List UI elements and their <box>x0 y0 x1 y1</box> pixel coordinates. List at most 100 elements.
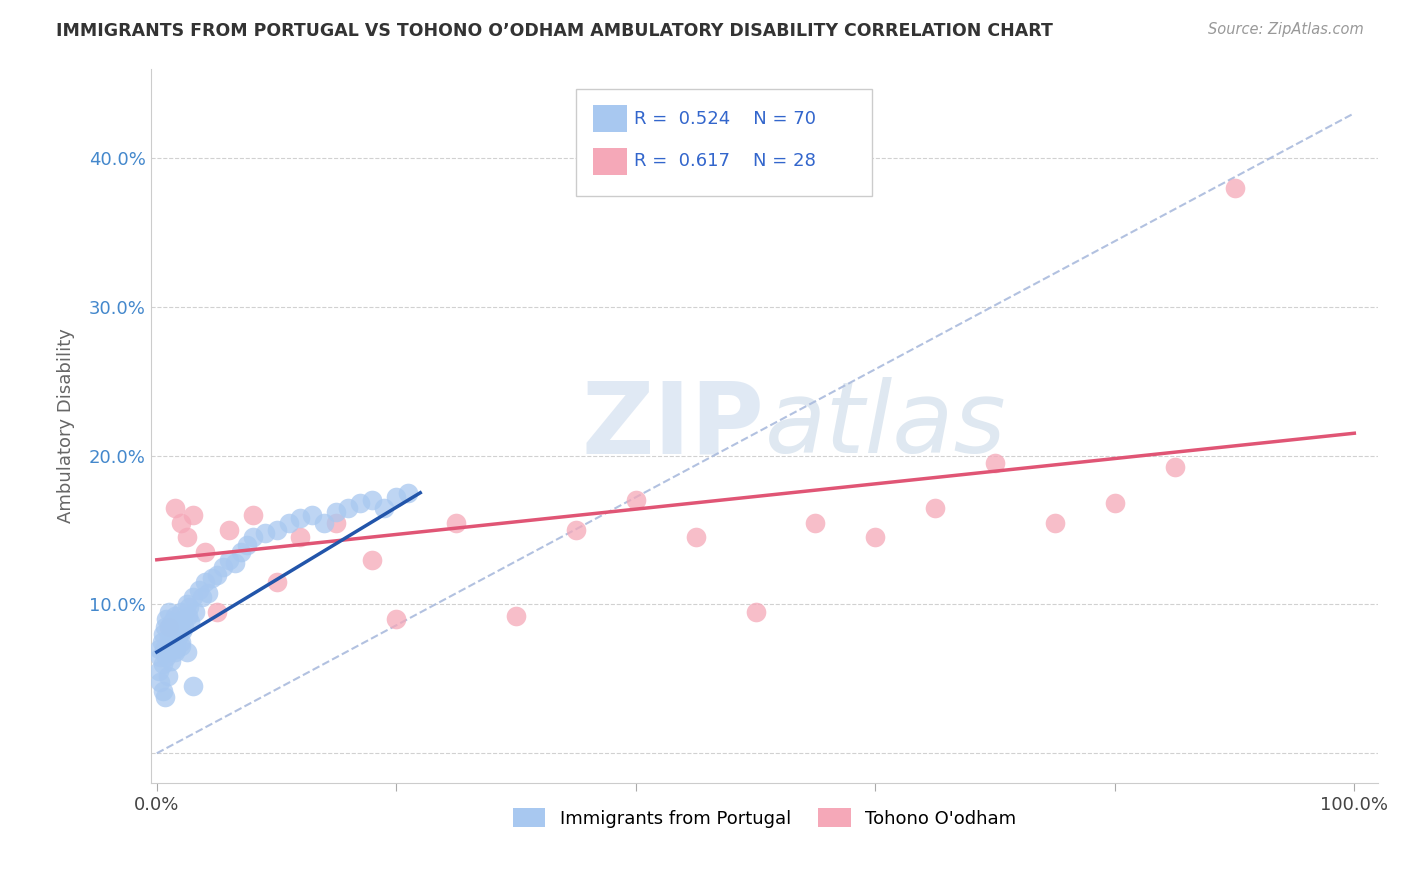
Point <box>176 598 198 612</box>
Text: atlas: atlas <box>765 377 1007 475</box>
Point <box>349 496 371 510</box>
Point <box>242 508 264 522</box>
Legend: Immigrants from Portugal, Tohono O'odham: Immigrants from Portugal, Tohono O'odham <box>506 801 1024 835</box>
Point <box>170 516 193 530</box>
Point <box>205 567 228 582</box>
Point <box>1163 460 1185 475</box>
Point <box>157 605 180 619</box>
Point <box>1104 496 1126 510</box>
Point <box>159 638 181 652</box>
Point <box>624 493 647 508</box>
Point <box>290 530 312 544</box>
Point <box>314 516 336 530</box>
Point <box>149 674 172 689</box>
Point <box>194 575 217 590</box>
Text: Source: ZipAtlas.com: Source: ZipAtlas.com <box>1208 22 1364 37</box>
Point <box>1043 516 1066 530</box>
Point <box>218 553 240 567</box>
Point <box>224 556 246 570</box>
Text: R =  0.617    N = 28: R = 0.617 N = 28 <box>634 153 815 170</box>
Point <box>170 639 193 653</box>
Point <box>153 620 176 634</box>
Point <box>165 642 187 657</box>
Point <box>211 560 233 574</box>
Point <box>176 645 198 659</box>
Point <box>1223 180 1246 194</box>
Point <box>266 575 288 590</box>
Point <box>187 582 209 597</box>
Point <box>150 634 173 648</box>
Point <box>163 645 186 659</box>
Point <box>229 545 252 559</box>
Point <box>197 585 219 599</box>
Text: ZIP: ZIP <box>582 377 765 475</box>
Point <box>153 690 176 704</box>
Point <box>149 649 172 664</box>
Point <box>156 639 179 653</box>
Point <box>163 609 186 624</box>
Point <box>253 525 276 540</box>
Point <box>235 538 257 552</box>
Point <box>162 615 184 630</box>
Point <box>157 645 180 659</box>
Point <box>160 654 183 668</box>
Point <box>685 530 707 544</box>
Point <box>361 493 384 508</box>
Point <box>301 508 323 522</box>
Point <box>325 516 347 530</box>
Point <box>170 634 193 648</box>
Point <box>153 642 176 657</box>
Point <box>152 627 174 641</box>
Point <box>396 485 419 500</box>
Point <box>173 620 195 634</box>
Point <box>163 624 186 639</box>
Y-axis label: Ambulatory Disability: Ambulatory Disability <box>58 328 75 524</box>
Point <box>984 456 1007 470</box>
Point <box>218 523 240 537</box>
Point <box>160 627 183 641</box>
Point <box>167 630 190 644</box>
Point <box>924 500 946 515</box>
Point <box>179 600 201 615</box>
Point <box>179 615 201 630</box>
Point <box>290 511 312 525</box>
Point <box>385 612 408 626</box>
Point <box>277 516 299 530</box>
Point <box>162 633 184 648</box>
Point <box>177 609 200 624</box>
Point <box>155 649 177 664</box>
Point <box>156 669 179 683</box>
Point <box>184 605 207 619</box>
Point <box>242 530 264 544</box>
Point <box>148 642 170 657</box>
Point <box>266 523 288 537</box>
Point <box>337 500 360 515</box>
Text: IMMIGRANTS FROM PORTUGAL VS TOHONO O’ODHAM AMBULATORY DISABILITY CORRELATION CHA: IMMIGRANTS FROM PORTUGAL VS TOHONO O’ODH… <box>56 22 1053 40</box>
Point <box>152 657 174 671</box>
Point <box>152 683 174 698</box>
Point <box>163 500 186 515</box>
Point <box>157 620 180 634</box>
Point <box>157 630 180 644</box>
Point <box>191 590 214 604</box>
Point <box>201 571 224 585</box>
Point <box>172 612 194 626</box>
Point <box>385 490 408 504</box>
Point <box>176 530 198 544</box>
Text: R =  0.524    N = 70: R = 0.524 N = 70 <box>634 110 815 128</box>
Point <box>181 590 204 604</box>
Point <box>565 523 588 537</box>
Point <box>194 545 217 559</box>
Point <box>157 620 180 634</box>
Point <box>505 609 527 624</box>
Point <box>181 679 204 693</box>
Point <box>148 665 170 679</box>
Point <box>325 505 347 519</box>
Point <box>361 553 384 567</box>
Point <box>170 605 193 619</box>
Point <box>155 612 177 626</box>
Point <box>444 516 467 530</box>
Point <box>865 530 887 544</box>
Point <box>170 624 193 639</box>
Point <box>169 615 191 630</box>
